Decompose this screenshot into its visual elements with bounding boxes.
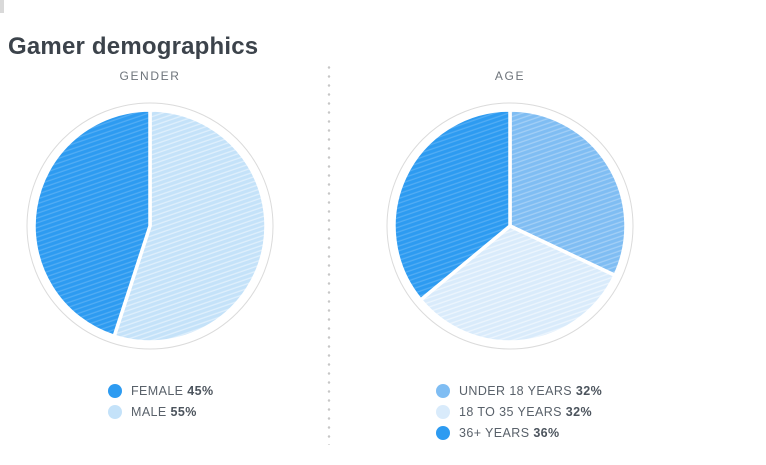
legend-label: 36+ YEARS bbox=[459, 425, 530, 440]
legend-label: 18 TO 35 YEARS bbox=[459, 404, 562, 419]
legend-label: MALE bbox=[131, 404, 167, 419]
legend-item-18-to-35: 18 TO 35 YEARS 32% bbox=[436, 401, 602, 422]
legend-label: FEMALE bbox=[131, 383, 184, 398]
legend-value: 55% bbox=[170, 404, 197, 419]
legend-dot-under-18 bbox=[436, 383, 450, 398]
vertical-dotted-divider bbox=[327, 63, 331, 445]
legend-item-under-18: UNDER 18 YEARS 32% bbox=[436, 380, 602, 401]
legend-dot-female bbox=[108, 383, 122, 398]
chart-title-age: AGE bbox=[494, 69, 526, 83]
legend-item-male: MALE 55% bbox=[108, 401, 214, 422]
legend-text: 18 TO 35 YEARS 32% bbox=[459, 405, 592, 419]
pie-chart-gender bbox=[26, 102, 274, 350]
pie-chart-age bbox=[386, 102, 634, 350]
legend-gender: FEMALE 45% MALE 55% bbox=[108, 380, 214, 422]
legend-age: UNDER 18 YEARS 32% 18 TO 35 YEARS 32% 36… bbox=[436, 380, 602, 443]
legend-dot-male bbox=[108, 404, 122, 419]
legend-value: 36% bbox=[533, 425, 560, 440]
legend-item-36-plus: 36+ YEARS 36% bbox=[436, 422, 602, 443]
legend-value: 32% bbox=[575, 383, 603, 398]
legend-value: 32% bbox=[565, 404, 592, 419]
legend-text: MALE 55% bbox=[131, 405, 197, 419]
legend-item-female: FEMALE 45% bbox=[108, 380, 214, 401]
legend-text: FEMALE 45% bbox=[131, 384, 214, 398]
legend-label: UNDER 18 YEARS bbox=[459, 383, 573, 398]
legend-dot-18-to-35 bbox=[436, 404, 450, 419]
screen-edge-artifact bbox=[0, 0, 4, 13]
legend-value: 45% bbox=[187, 383, 214, 398]
page-title: Gamer demographics bbox=[8, 33, 259, 61]
chart-title-gender: GENDER bbox=[119, 69, 181, 83]
legend-dot-36-plus bbox=[436, 425, 450, 440]
legend-text: UNDER 18 YEARS 32% bbox=[459, 384, 602, 398]
legend-text: 36+ YEARS 36% bbox=[459, 426, 560, 440]
